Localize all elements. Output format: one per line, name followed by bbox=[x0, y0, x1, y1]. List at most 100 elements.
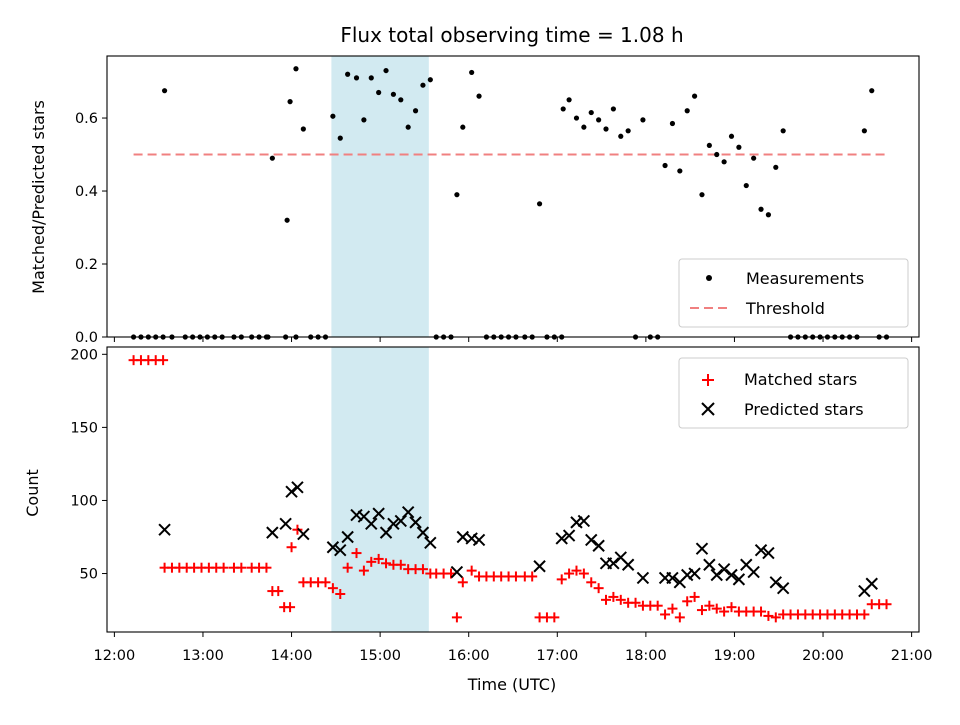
top-axes-frame bbox=[106, 55, 920, 338]
matched-point-68 bbox=[615, 594, 626, 605]
measurement-point-77 bbox=[677, 168, 683, 174]
predicted-point-4 bbox=[291, 481, 304, 494]
top-legend: Measurements Threshold bbox=[678, 258, 909, 328]
bottom-x-axis-ticks: 12:00 13:00 14:00 15:00 16:00 17:00 18:00 19:00… bbox=[93, 632, 933, 664]
measurement-point-66 bbox=[596, 117, 602, 123]
matched-point-65 bbox=[593, 583, 604, 594]
matched-point-4 bbox=[158, 355, 169, 366]
predicted-point-3 bbox=[285, 485, 298, 498]
measurement-point-34 bbox=[368, 75, 374, 81]
matched-point-79 bbox=[696, 605, 707, 616]
measurement-point-65 bbox=[588, 109, 594, 116]
measurement-point-36 bbox=[383, 67, 389, 74]
matched-point-41 bbox=[417, 564, 428, 575]
measurement-point-84 bbox=[728, 133, 735, 139]
predicted-point-44 bbox=[717, 562, 731, 576]
predicted-point-14 bbox=[387, 517, 400, 531]
predicted-point-12 bbox=[372, 507, 385, 520]
top-x-axis-ticks bbox=[113, 337, 913, 342]
matched-point-60 bbox=[556, 574, 567, 585]
measurement-point-64 bbox=[581, 124, 587, 130]
matched-point-15 bbox=[236, 562, 247, 573]
measurement-point-46 bbox=[454, 192, 460, 198]
measurement-point-39 bbox=[405, 124, 411, 130]
measurement-point-89 bbox=[765, 212, 772, 218]
matched-point-20 bbox=[273, 586, 284, 597]
matched-point-29 bbox=[327, 583, 338, 594]
predicted-point-54 bbox=[865, 577, 878, 590]
xtick-label: 16:00 bbox=[448, 648, 490, 664]
measurement-point-78 bbox=[684, 108, 690, 114]
predicted-point-24 bbox=[533, 560, 546, 573]
matched-point-28 bbox=[320, 577, 331, 588]
measurement-point-57 bbox=[536, 201, 543, 207]
top-y-axis-ticks: 0.0 0.2 0.4 0.6 bbox=[75, 111, 107, 346]
chart-title: Flux total observing time = 1.08 h bbox=[340, 23, 683, 47]
predicted-point-42 bbox=[703, 558, 716, 571]
predicted-point-19 bbox=[424, 536, 437, 550]
matched-point-75 bbox=[667, 603, 678, 614]
predicted-point-7 bbox=[334, 543, 347, 557]
matched-point-13 bbox=[218, 562, 229, 573]
matched-point-30 bbox=[335, 589, 346, 599]
matched-point-82 bbox=[719, 606, 730, 617]
measurement-point-48 bbox=[469, 69, 475, 76]
predicted-point-26 bbox=[562, 529, 576, 542]
matched-point-62 bbox=[571, 565, 582, 576]
measurement-point-5 bbox=[161, 88, 168, 94]
predicted-point-25 bbox=[555, 532, 568, 545]
matched-point-38 bbox=[395, 559, 406, 570]
measurement-point-49 bbox=[476, 93, 482, 99]
matched-point-31 bbox=[342, 562, 353, 573]
bottom-y-axis-label: Count bbox=[23, 469, 42, 517]
matched-point-87 bbox=[756, 606, 767, 617]
matched-point-89 bbox=[770, 612, 781, 623]
predicted-point-17 bbox=[409, 516, 422, 529]
predicted-point-43 bbox=[710, 568, 723, 582]
predicted-point-28 bbox=[577, 514, 591, 528]
predicted-point-2 bbox=[279, 517, 292, 531]
bottom-ytick-label: 50 bbox=[80, 567, 98, 583]
predicted-stars-points bbox=[158, 481, 878, 598]
predicted-point-34 bbox=[621, 558, 635, 571]
measurement-point-82 bbox=[714, 151, 720, 158]
matched-point-22 bbox=[285, 602, 296, 613]
xtick-label: 21:00 bbox=[891, 648, 933, 664]
predicted-point-49 bbox=[754, 543, 768, 557]
measurement-point-19 bbox=[269, 155, 275, 161]
measurement-point-63 bbox=[573, 115, 580, 121]
matched-point-76 bbox=[674, 612, 685, 623]
matched-point-33 bbox=[358, 565, 369, 576]
predicted-point-11 bbox=[365, 517, 378, 531]
legend-marker-measurements bbox=[706, 275, 712, 281]
top-legend-box bbox=[678, 258, 909, 328]
legend-label-threshold: Threshold bbox=[745, 299, 825, 318]
predicted-point-18 bbox=[416, 526, 430, 539]
matched-point-34 bbox=[366, 556, 377, 567]
legend-marker-predicted bbox=[701, 402, 715, 416]
legend-label-matched: Matched stars bbox=[744, 370, 857, 389]
measurement-point-79 bbox=[691, 93, 698, 99]
legend-label-predicted: Predicted stars bbox=[744, 400, 864, 419]
matched-point-63 bbox=[578, 568, 589, 579]
matched-point-59 bbox=[549, 612, 560, 623]
predicted-point-52 bbox=[776, 581, 790, 595]
bottom-legend-box bbox=[678, 357, 909, 429]
predicted-point-23 bbox=[472, 533, 486, 547]
measurement-point-70 bbox=[625, 128, 631, 134]
matched-point-47 bbox=[457, 577, 468, 588]
matched-point-78 bbox=[689, 591, 700, 602]
matched-point-74 bbox=[660, 609, 671, 620]
predicted-point-37 bbox=[666, 571, 679, 585]
matched-point-80 bbox=[704, 600, 715, 611]
xtick-label: 18:00 bbox=[625, 648, 667, 664]
matched-point-61 bbox=[564, 568, 575, 579]
predicted-point-46 bbox=[732, 573, 746, 586]
measurement-point-29 bbox=[330, 113, 336, 119]
xtick-label: 19:00 bbox=[714, 648, 756, 664]
top-ytick-label: 0.4 bbox=[75, 184, 98, 200]
measurement-point-61 bbox=[560, 106, 566, 112]
measurement-point-40 bbox=[412, 108, 419, 114]
predicted-point-32 bbox=[607, 557, 620, 570]
